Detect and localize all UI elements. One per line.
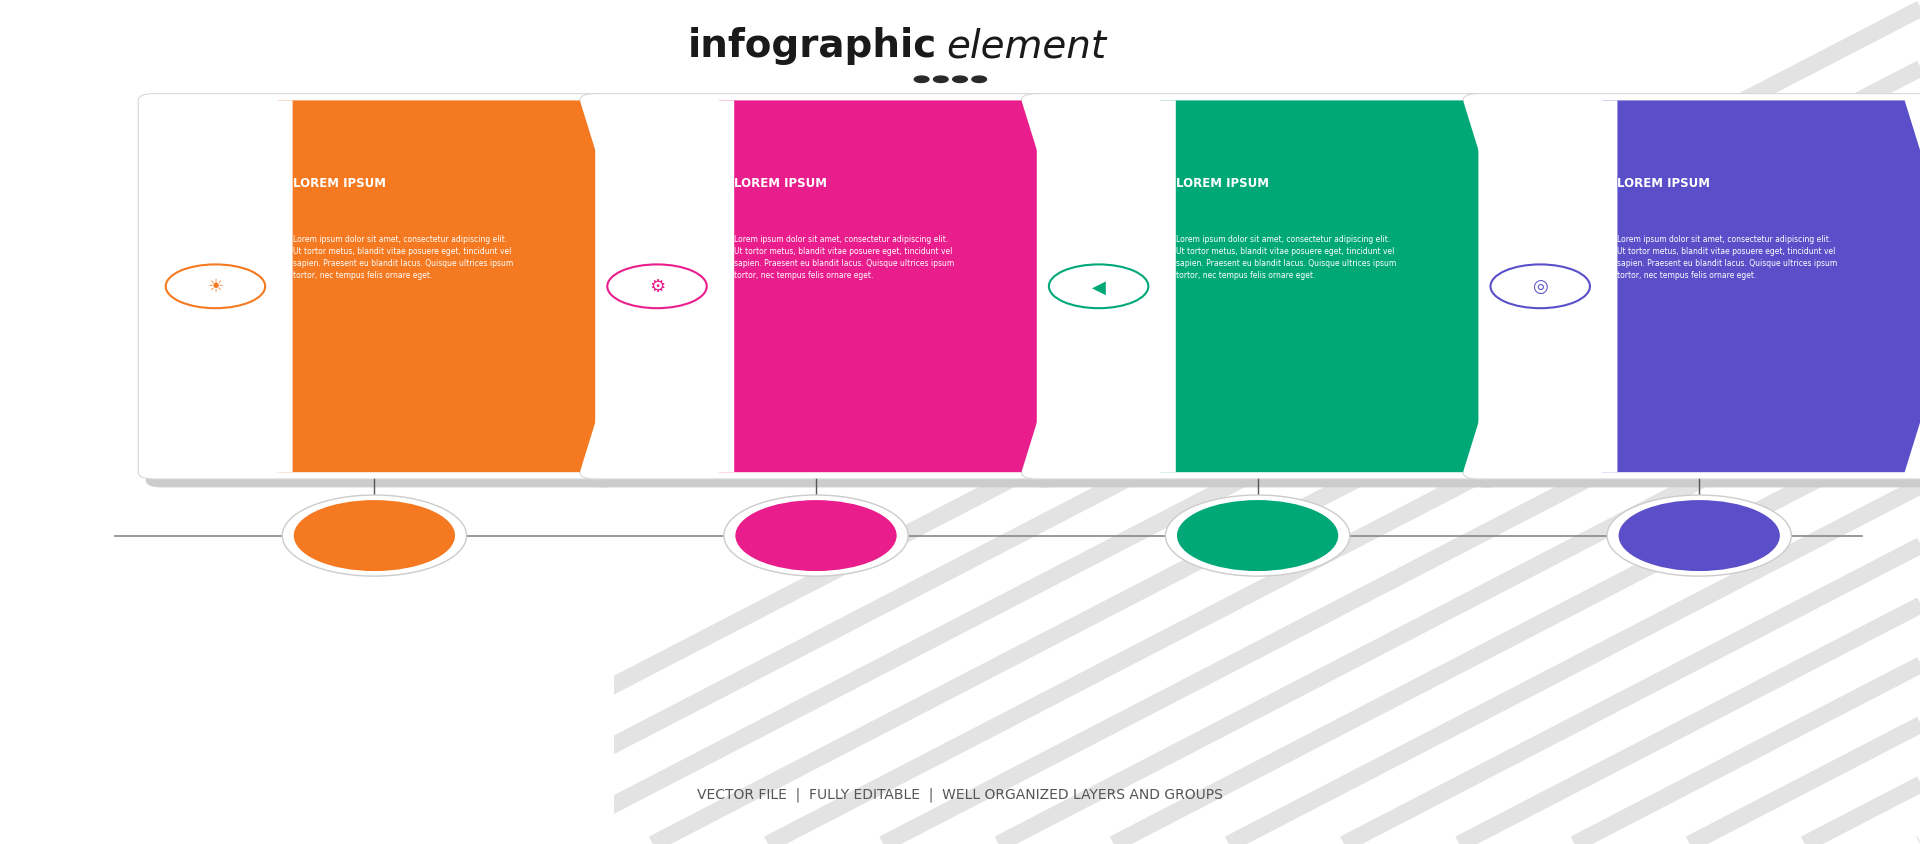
- Circle shape: [1177, 500, 1338, 571]
- Text: LOREM IPSUM: LOREM IPSUM: [1617, 176, 1711, 189]
- Circle shape: [972, 77, 987, 84]
- FancyBboxPatch shape: [595, 101, 733, 473]
- Circle shape: [1490, 265, 1590, 309]
- FancyBboxPatch shape: [1463, 95, 1920, 479]
- FancyBboxPatch shape: [1478, 101, 1617, 473]
- Polygon shape: [1601, 101, 1920, 473]
- Circle shape: [607, 265, 707, 309]
- FancyBboxPatch shape: [1037, 101, 1175, 473]
- Circle shape: [933, 77, 948, 84]
- Circle shape: [735, 500, 897, 571]
- Polygon shape: [276, 101, 637, 473]
- FancyBboxPatch shape: [588, 103, 1060, 488]
- Text: LOREM IPSUM: LOREM IPSUM: [1175, 176, 1269, 189]
- Polygon shape: [1160, 101, 1521, 473]
- Text: ◎: ◎: [1532, 278, 1548, 296]
- FancyBboxPatch shape: [146, 103, 618, 488]
- Text: ⚙: ⚙: [649, 278, 664, 296]
- Text: Lorem ipsum dolor sit amet, consectetur adipiscing elit.
Ut tortor metus, blandi: Lorem ipsum dolor sit amet, consectetur …: [1175, 235, 1396, 279]
- Circle shape: [952, 77, 968, 84]
- Text: VECTOR FILE  |  FULLY EDITABLE  |  WELL ORGANIZED LAYERS AND GROUPS: VECTOR FILE | FULLY EDITABLE | WELL ORGA…: [697, 786, 1223, 801]
- FancyBboxPatch shape: [138, 95, 611, 479]
- Text: Lorem ipsum dolor sit amet, consectetur adipiscing elit.
Ut tortor metus, blandi: Lorem ipsum dolor sit amet, consectetur …: [733, 235, 954, 279]
- Circle shape: [724, 495, 908, 576]
- Circle shape: [282, 495, 467, 576]
- Text: ☀: ☀: [207, 278, 223, 296]
- FancyBboxPatch shape: [1021, 95, 1494, 479]
- Text: Lorem ipsum dolor sit amet, consectetur adipiscing elit.
Ut tortor metus, blandi: Lorem ipsum dolor sit amet, consectetur …: [1617, 235, 1837, 279]
- FancyBboxPatch shape: [1029, 103, 1501, 488]
- FancyBboxPatch shape: [154, 101, 292, 473]
- Circle shape: [1619, 500, 1780, 571]
- Circle shape: [294, 500, 455, 571]
- Text: element: element: [947, 28, 1106, 65]
- Text: ◀: ◀: [1092, 278, 1106, 296]
- Text: infographic: infographic: [687, 28, 937, 65]
- Text: LOREM IPSUM: LOREM IPSUM: [292, 176, 386, 189]
- Circle shape: [165, 265, 265, 309]
- Circle shape: [1165, 495, 1350, 576]
- Text: Lorem ipsum dolor sit amet, consectetur adipiscing elit.
Ut tortor metus, blandi: Lorem ipsum dolor sit amet, consectetur …: [292, 235, 513, 279]
- Bar: [0, 0, 614, 844]
- FancyBboxPatch shape: [1471, 103, 1920, 488]
- Circle shape: [1048, 265, 1148, 309]
- Polygon shape: [718, 101, 1079, 473]
- Circle shape: [1607, 495, 1791, 576]
- Circle shape: [914, 77, 929, 84]
- FancyBboxPatch shape: [580, 95, 1052, 479]
- Text: LOREM IPSUM: LOREM IPSUM: [733, 176, 828, 189]
